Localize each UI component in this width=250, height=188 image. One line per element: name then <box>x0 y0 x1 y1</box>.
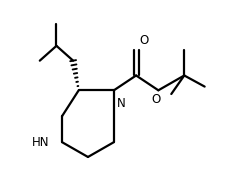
Text: N: N <box>117 97 126 110</box>
Text: HN: HN <box>32 136 49 149</box>
Text: O: O <box>139 34 148 47</box>
Text: O: O <box>152 93 161 106</box>
